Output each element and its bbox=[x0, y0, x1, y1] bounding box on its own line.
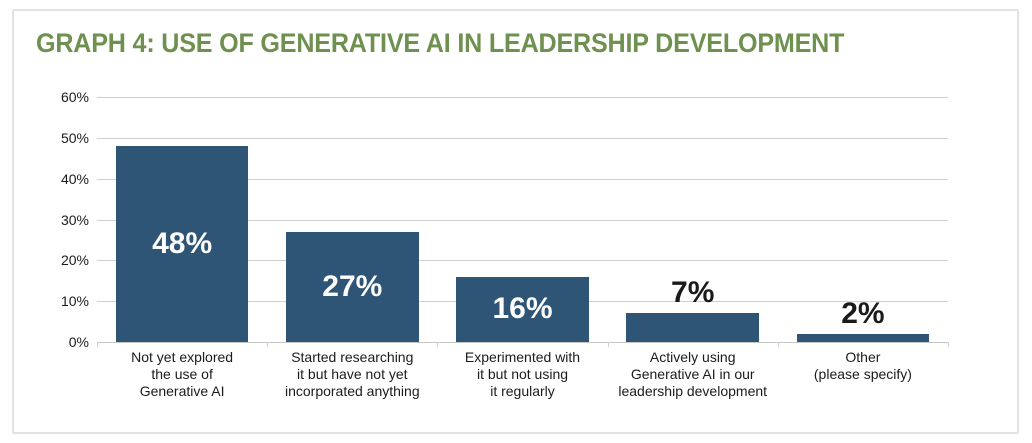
x-category-label: Started researching it but have not yet … bbox=[284, 349, 420, 399]
bar: 48% bbox=[115, 146, 249, 342]
bar-value-label: 48% bbox=[152, 227, 213, 260]
x-axis-tick bbox=[267, 342, 269, 347]
bar-column: 48% bbox=[97, 97, 267, 342]
bar-value-label: 27% bbox=[322, 269, 383, 303]
x-category-label: Experimented with it but not using it re… bbox=[464, 349, 581, 399]
y-axis-labels: 60% 50% 40% 30% 20% 10% 0% bbox=[14, 89, 89, 350]
gridline bbox=[97, 219, 948, 221]
bar-value-label: 16% bbox=[492, 292, 553, 326]
y-tick-label: 30% bbox=[60, 211, 89, 228]
x-axis-tick bbox=[948, 342, 949, 347]
chart-card: GRAPH 4: USE OF GENERATIVE AI IN LEADERS… bbox=[12, 9, 1019, 434]
bar-column: 27% bbox=[267, 97, 437, 342]
x-axis-labels: Not yet explored the use of Generative A… bbox=[97, 349, 948, 400]
x-category-label: Actively using Generative AI in our lead… bbox=[618, 349, 768, 399]
x-category-label: Other (please specify) bbox=[813, 349, 912, 382]
x-axis-tick bbox=[97, 342, 98, 347]
bar-value-label: 7% bbox=[671, 276, 715, 310]
x-axis-tick bbox=[607, 342, 609, 347]
gridline bbox=[97, 260, 948, 262]
bar: 27% bbox=[285, 231, 419, 342]
gridline bbox=[97, 137, 948, 139]
x-axis-tick bbox=[437, 342, 439, 347]
bar-column: 7% bbox=[608, 97, 778, 342]
y-tick-label: 20% bbox=[60, 252, 89, 269]
y-tick-label: 0% bbox=[68, 334, 89, 350]
bar: 2% bbox=[796, 297, 930, 342]
chart-title: GRAPH 4: USE OF GENERATIVE AI IN LEADERS… bbox=[36, 28, 845, 58]
bar-column: 16% bbox=[437, 97, 607, 342]
bar-column: 2% bbox=[778, 97, 948, 342]
bar-value-label: 2% bbox=[841, 296, 885, 330]
y-tick-label: 50% bbox=[60, 129, 89, 146]
y-tick-label: 40% bbox=[60, 170, 89, 187]
x-category-label: Not yet explored the use of Generative A… bbox=[131, 349, 234, 399]
x-axis-line bbox=[97, 342, 948, 343]
gridline bbox=[97, 97, 948, 98]
bar: 16% bbox=[456, 276, 589, 342]
gridline bbox=[97, 178, 948, 180]
x-axis-tick bbox=[777, 342, 779, 347]
bars-container: 48% 27% 16% 7% 2% bbox=[97, 97, 948, 342]
y-tick-label: 10% bbox=[60, 293, 89, 310]
y-tick-label: 60% bbox=[60, 89, 89, 105]
plot-area: 48% 27% 16% 7% 2% bbox=[97, 97, 949, 347]
bar: 7% bbox=[626, 277, 760, 342]
